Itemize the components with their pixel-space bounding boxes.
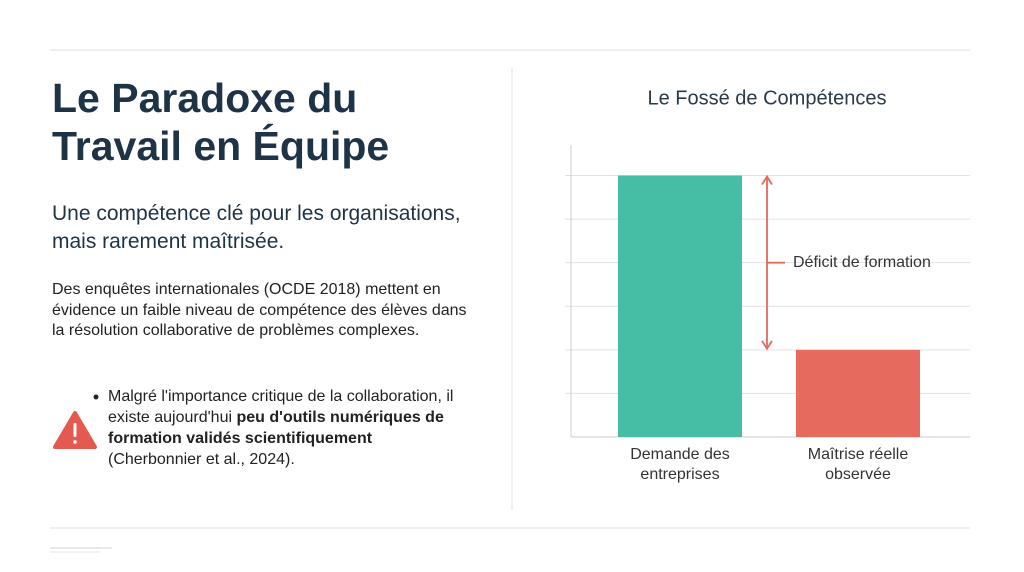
- arrow-head: [761, 340, 773, 351]
- text: (Cherbonnier et al., 2024).: [108, 451, 295, 468]
- bar: [796, 349, 920, 437]
- bullet-text: Malgré l'importance critique de la colla…: [108, 386, 458, 470]
- bar: [618, 175, 742, 438]
- paragraph: Des enquêtes internationales (OCDE 2018)…: [52, 281, 467, 339]
- subtitle: Une compétence clé pour les organisation…: [52, 202, 461, 253]
- bold-text: peu d'outils numériques de formation val…: [108, 409, 444, 447]
- title: Le Paradoxe du Travail en Équipe: [52, 75, 390, 169]
- warning-icon: [53, 411, 97, 449]
- x-tick-label: Demande des entreprises: [630, 446, 730, 483]
- x-tick-label: Maîtrise réelle observée: [807, 446, 909, 483]
- annotation: Déficit de formation: [793, 254, 931, 271]
- arrow-head: [761, 174, 773, 185]
- text: Malgré l'importance critique de la colla…: [108, 388, 454, 426]
- bullet-dot: [93, 394, 99, 400]
- chart-title: Le Fossé de Compétences: [647, 87, 886, 109]
